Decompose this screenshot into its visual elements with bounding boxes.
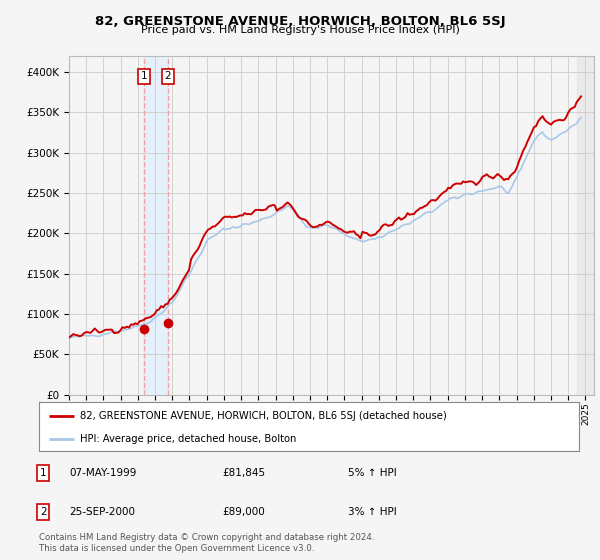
Text: 3% ↑ HPI: 3% ↑ HPI (348, 507, 397, 517)
Text: 1: 1 (40, 468, 47, 478)
Text: 25-SEP-2000: 25-SEP-2000 (69, 507, 135, 517)
Bar (577, 56, 594, 395)
Text: Contains HM Land Registry data © Crown copyright and database right 2024.
This d: Contains HM Land Registry data © Crown c… (39, 533, 374, 553)
Text: 82, GREENSTONE AVENUE, HORWICH, BOLTON, BL6 5SJ (detached house): 82, GREENSTONE AVENUE, HORWICH, BOLTON, … (79, 410, 446, 421)
Text: £89,000: £89,000 (222, 507, 265, 517)
Text: £81,845: £81,845 (222, 468, 265, 478)
Text: 2: 2 (40, 507, 47, 517)
Text: Price paid vs. HM Land Registry's House Price Index (HPI): Price paid vs. HM Land Registry's House … (140, 25, 460, 35)
Bar (144, 56, 167, 395)
Text: HPI: Average price, detached house, Bolton: HPI: Average price, detached house, Bolt… (79, 433, 296, 444)
Text: 82, GREENSTONE AVENUE, HORWICH, BOLTON, BL6 5SJ: 82, GREENSTONE AVENUE, HORWICH, BOLTON, … (95, 15, 505, 27)
Text: 2: 2 (164, 71, 171, 81)
Text: 07-MAY-1999: 07-MAY-1999 (69, 468, 136, 478)
Text: 5% ↑ HPI: 5% ↑ HPI (348, 468, 397, 478)
Text: 1: 1 (140, 71, 147, 81)
